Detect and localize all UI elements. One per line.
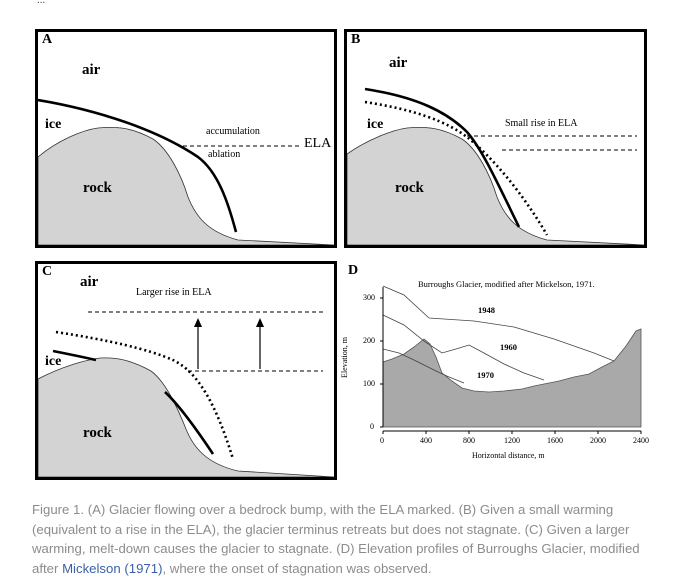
panel-a-ela-label: ELA [304, 136, 332, 151]
panel-b-note: Small rise in ELA [505, 118, 578, 129]
panel-c-ice-label: ice [45, 354, 62, 369]
panel-c-note: Larger rise in ELA [136, 287, 212, 298]
panel-c-letter: C [42, 264, 53, 279]
panel-a-letter: A [42, 32, 53, 47]
panel-b-ice-label: ice [367, 117, 384, 132]
panel-a: A air ice rock accumulation ablation ELA [35, 29, 337, 248]
caption-text: Figure 1. (A) Glacier flowing over a bed… [32, 502, 640, 576]
x-tick-label: 1200 [504, 436, 520, 445]
panel-a-ablation-label: ablation [208, 149, 241, 160]
profile-label-1970: 1970 [477, 370, 494, 380]
y-tick-label: 0 [370, 422, 374, 431]
figure-caption: Figure 1. (A) Glacier flowing over a bed… [32, 500, 662, 578]
x-tick-label: 2400 [633, 436, 649, 445]
panel-a-air-label: air [82, 62, 101, 78]
caption-text-end: , where the onset of stagnation was obse… [162, 560, 432, 576]
x-tick-label: 400 [420, 436, 432, 445]
panel-c-rock-label: rock [83, 425, 112, 441]
y-tick-label: 100 [363, 379, 375, 388]
panel-b-diagram [347, 87, 644, 245]
panel-b-air-label: air [389, 55, 408, 71]
y-tick-label: 300 [363, 293, 375, 302]
y-axis-label: Elevation, m [339, 337, 349, 378]
panel-d: D Burroughs Glacier, modified after Mick… [340, 261, 654, 483]
profile-label-1948: 1948 [478, 305, 495, 315]
top-fragment: ... [37, 0, 46, 6]
y-tick-label: 200 [363, 336, 375, 345]
x-tick-label: 0 [380, 436, 384, 445]
panel-c: C air ice rock Larger rise in ELA [35, 261, 337, 480]
panel-b-rock-label: rock [395, 180, 424, 196]
x-tick-label: 800 [463, 436, 475, 445]
panel-a-rock-label: rock [83, 180, 112, 196]
x-tick-label: 2000 [590, 436, 606, 445]
profile-label-1960: 1960 [500, 342, 517, 352]
panel-b-letter: B [351, 32, 361, 47]
x-tick-label: 1600 [547, 436, 563, 445]
caption-citation-link[interactable]: Mickelson (1971) [62, 560, 163, 576]
panel-d-letter: D [348, 263, 359, 278]
panel-c-diagram [38, 311, 334, 477]
x-axis-label: Horizontal distance, m [472, 451, 545, 460]
panel-a-accumulation-label: accumulation [206, 126, 260, 137]
panel-a-diagram [38, 98, 334, 245]
panel-d-title: Burroughs Glacier, modified after Mickel… [418, 279, 595, 289]
panel-d-chart [380, 285, 642, 434]
panel-c-air-label: air [80, 274, 99, 290]
panel-a-ice-label: ice [45, 117, 62, 132]
panel-b: B air ice rock Small rise in ELA [344, 29, 647, 248]
